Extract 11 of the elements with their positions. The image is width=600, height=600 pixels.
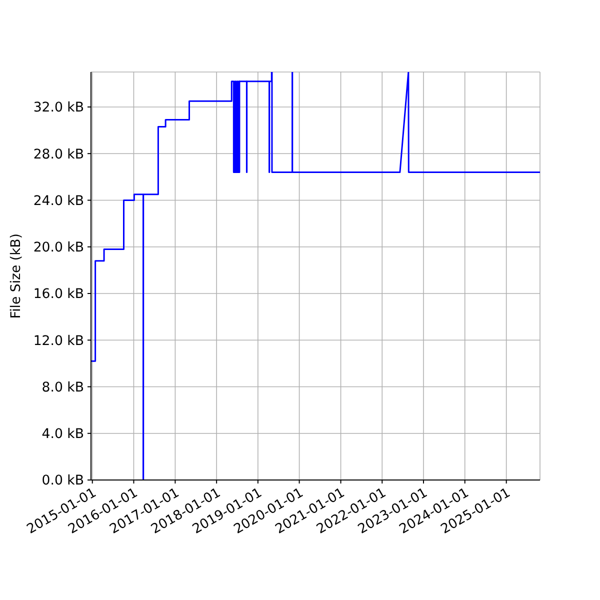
y-tick-label: 16.0 kB — [33, 287, 84, 302]
y-tick-label: 20.0 kB — [33, 240, 84, 256]
line-series — [91, 72, 540, 480]
y-tick-label: 28.0 kB — [33, 147, 84, 162]
y-tick-label: 12.0 kB — [33, 334, 84, 349]
y-tick-label: 32.0 kB — [33, 100, 84, 116]
y-tick-label: 24.0 kB — [33, 194, 84, 209]
y-tick-label: 8.0 kB — [42, 380, 84, 396]
y-axis-title: File Size (kB) — [8, 233, 24, 319]
y-tick-label: 4.0 kB — [42, 427, 84, 442]
y-tick-label: 0.0 kB — [42, 474, 84, 489]
